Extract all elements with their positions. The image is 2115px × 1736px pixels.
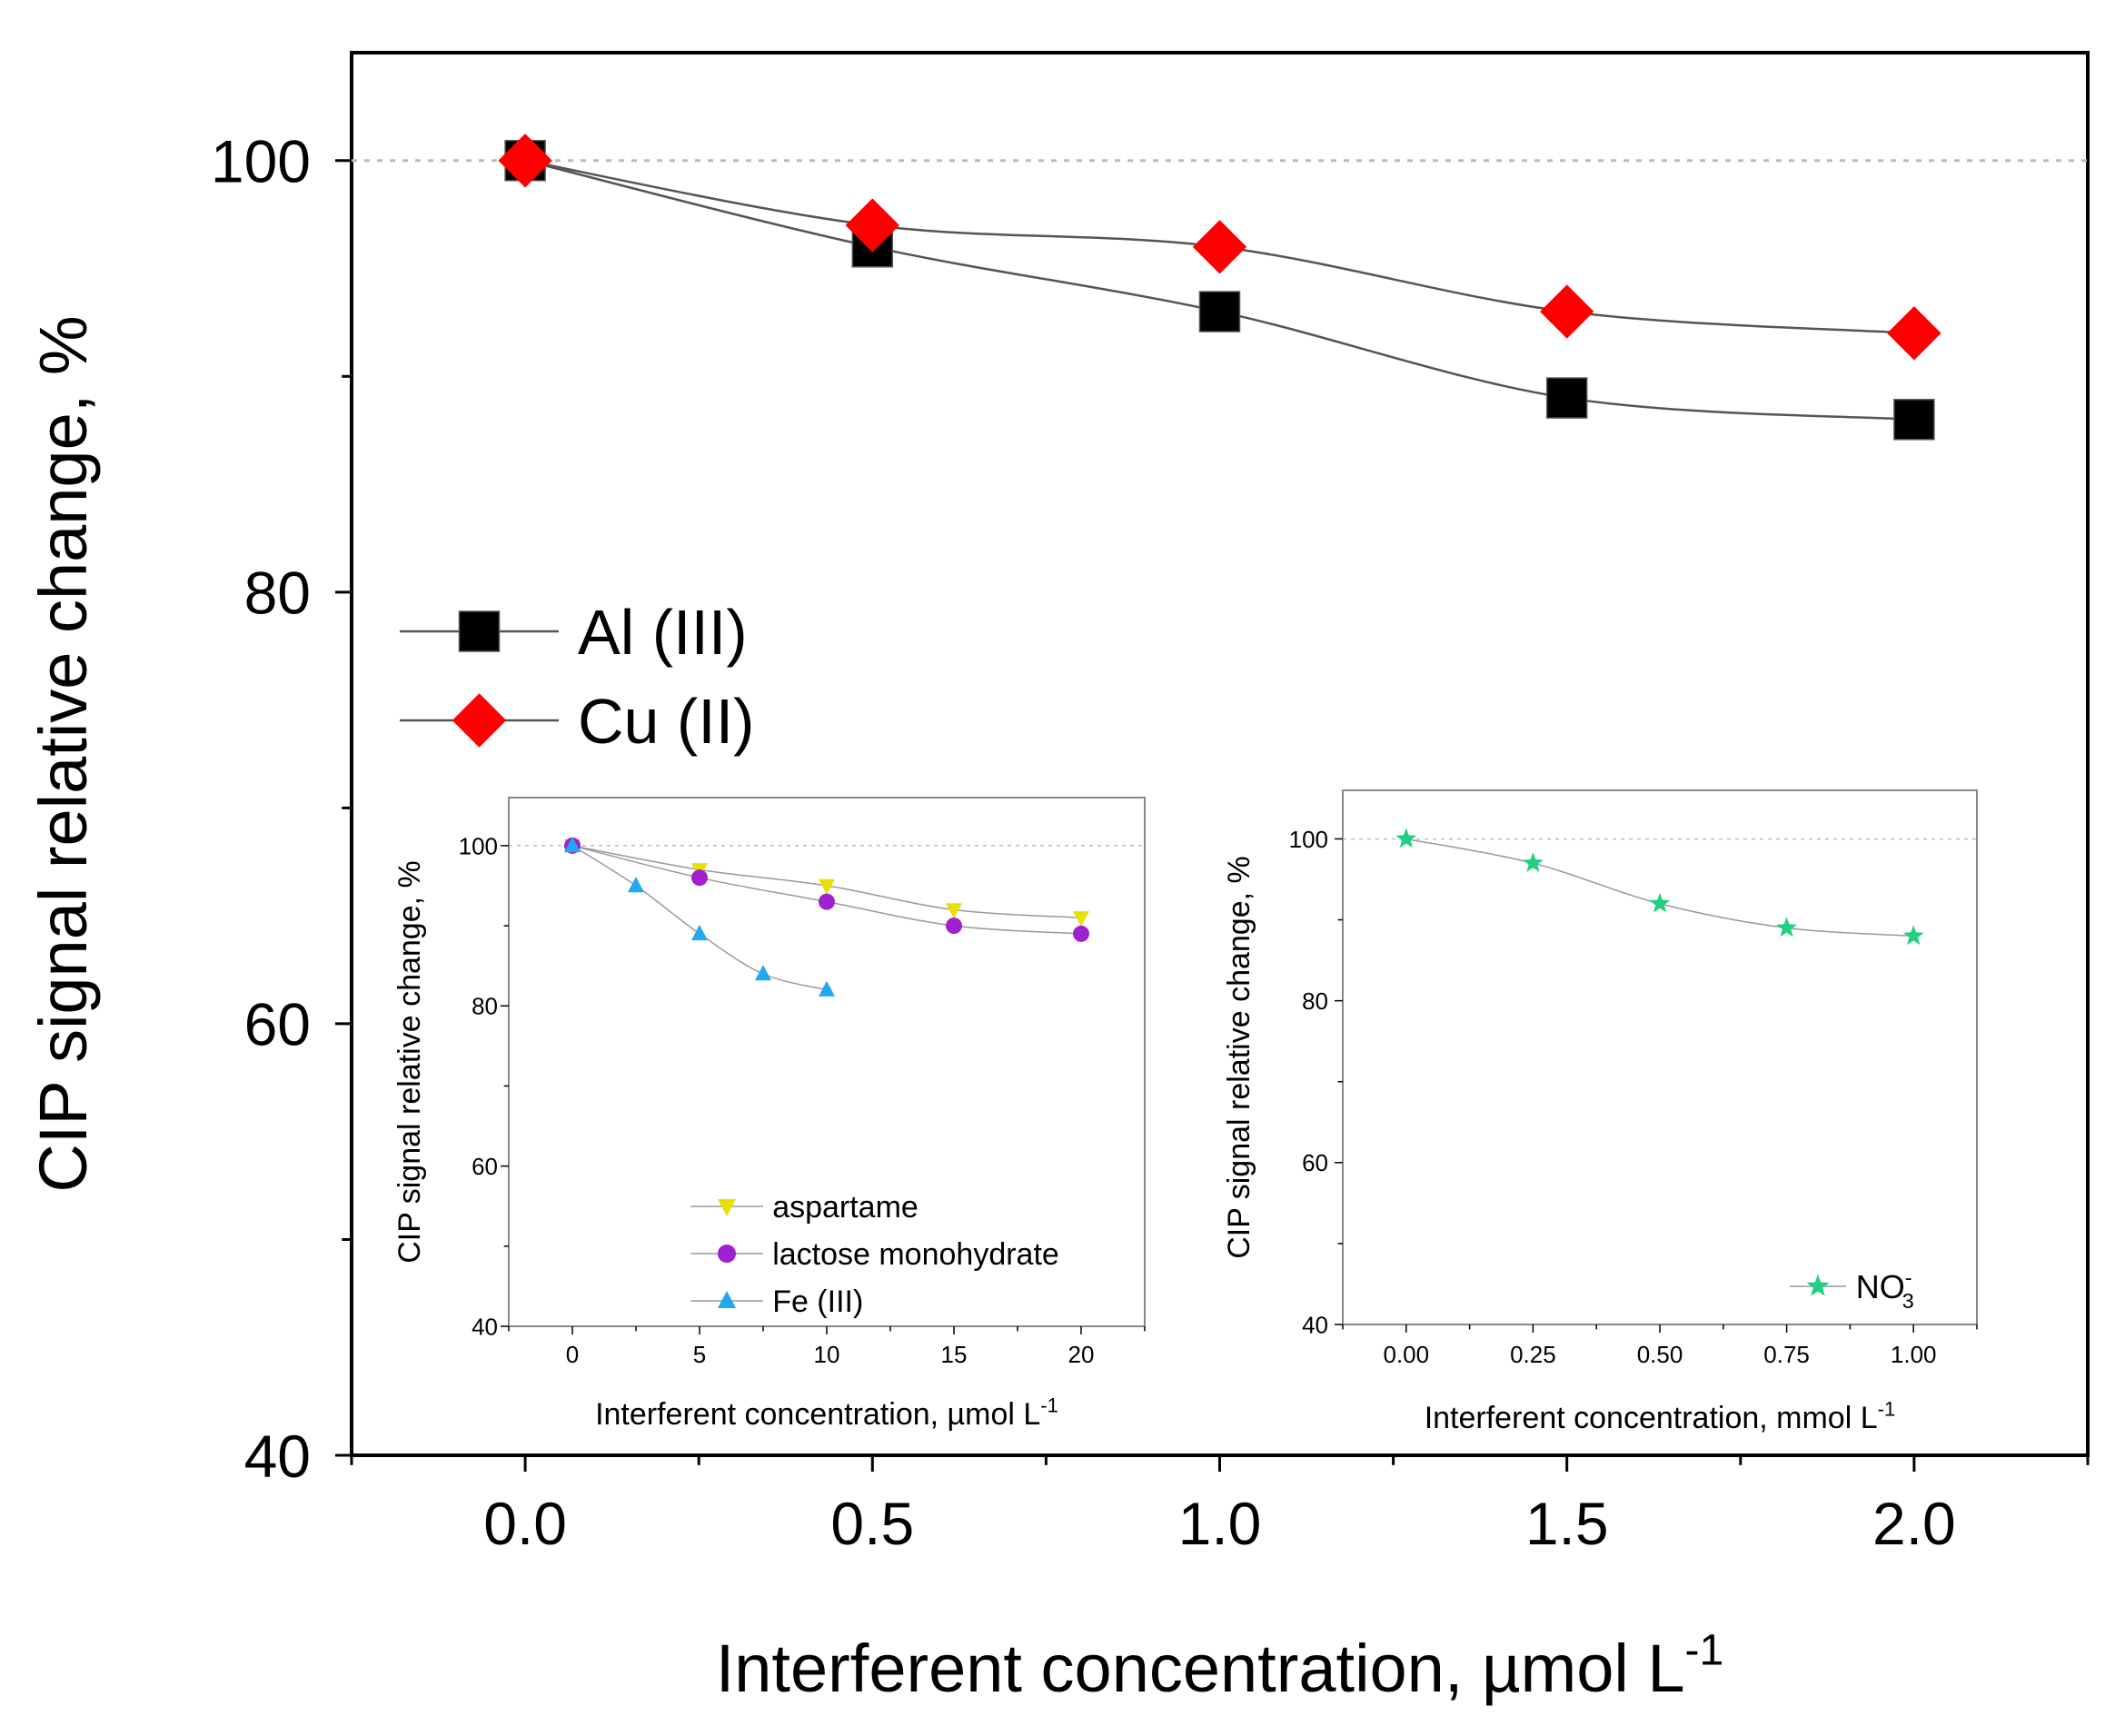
data-point — [1545, 377, 1588, 419]
legend-label-text: Cu (II) — [578, 686, 754, 757]
series-1 — [564, 837, 1089, 942]
legend-label-superscript: - — [1905, 1266, 1912, 1290]
x-axis-label: Interferent concentration, µmol L-1 — [716, 1625, 1724, 1706]
data-point — [946, 903, 962, 919]
y-axis-label: CIP signal relative change, % — [1222, 856, 1256, 1259]
data-point — [819, 893, 835, 910]
x-tick-label: 0.25 — [1510, 1341, 1556, 1368]
x-axis-label-superscript: -1 — [1685, 1625, 1724, 1674]
y-tick-label: 100 — [459, 832, 498, 859]
chart-panel-1: 0 5 10 15 20 40 60 80 100 CIP signal relative cha… — [392, 797, 1146, 1432]
legend-label: Fe (III) — [772, 1285, 863, 1319]
y-tick-label: 40 — [472, 1313, 498, 1340]
data-point — [755, 965, 771, 981]
x-axis-label-text: Interferent concentration, µmol L — [595, 1397, 1040, 1432]
x-tick-label: 1.00 — [1891, 1341, 1937, 1368]
legend-label: Al (III) — [578, 597, 748, 668]
y-axis-label: CIP signal relative change, % — [392, 860, 427, 1264]
data-point — [946, 918, 962, 935]
y-tick-label: 60 — [1302, 1149, 1328, 1176]
x-axis-label-text: Interferent concentration, mmol L — [1425, 1401, 1878, 1435]
legend-label-text: NO — [1856, 1268, 1905, 1305]
y-tick-label: 60 — [244, 991, 311, 1058]
legend-marker — [718, 1199, 736, 1216]
data-point — [691, 869, 708, 887]
data-point — [1649, 892, 1671, 913]
data-point — [1073, 911, 1089, 928]
x-axis-label-superscript: -1 — [1040, 1394, 1058, 1416]
y-tick-label: 80 — [1302, 987, 1328, 1015]
data-point — [1902, 925, 1924, 946]
series-0 — [1395, 828, 1924, 946]
data-point — [1192, 220, 1247, 274]
x-tick-label: 0.00 — [1383, 1341, 1429, 1368]
x-tick-label: 1.5 — [1525, 1490, 1609, 1557]
y-tick-label: 60 — [472, 1153, 498, 1180]
x-axis-label-text: Interferent concentration, µmol L — [716, 1631, 1685, 1706]
legend-label: lactose monohydrate — [772, 1237, 1059, 1272]
data-point — [1395, 828, 1417, 848]
legend-label-text: Fe (III) — [772, 1285, 863, 1319]
data-point — [1523, 852, 1544, 872]
x-tick-label: 5 — [693, 1341, 706, 1368]
legend-marker — [458, 610, 501, 652]
y-axis-label: CIP signal relative change, % — [25, 315, 101, 1192]
x-tick-label: 20 — [1068, 1341, 1095, 1368]
data-point — [1887, 306, 1941, 361]
legend-label-subscript: 3 — [1902, 1289, 1914, 1313]
series-1 — [498, 134, 1941, 361]
legend: aspartame lactose monohydrate Fe (III) — [690, 1190, 1059, 1319]
legend-label-text: aspartame — [772, 1190, 918, 1225]
data-point — [691, 925, 708, 941]
x-tick-label: 10 — [814, 1341, 840, 1368]
data-point — [1198, 291, 1241, 332]
series-2 — [564, 837, 835, 997]
legend-label-text: lactose monohydrate — [772, 1237, 1059, 1272]
data-point — [498, 134, 552, 188]
data-point — [564, 837, 581, 853]
x-tick-label: 15 — [941, 1341, 968, 1368]
data-point — [1540, 284, 1594, 339]
data-point — [845, 198, 899, 253]
x-tick-label: 0.75 — [1763, 1341, 1810, 1368]
x-tick-label: 0.0 — [483, 1490, 567, 1557]
data-point — [819, 878, 835, 895]
legend: NO-3 — [1790, 1266, 1914, 1313]
x-tick-label: 1.0 — [1178, 1490, 1262, 1557]
data-point — [1776, 917, 1797, 937]
data-point — [819, 980, 835, 997]
x-tick-label: 0 — [566, 1341, 579, 1368]
x-tick-label: 0.5 — [830, 1490, 914, 1557]
legend-marker — [452, 693, 507, 748]
x-axis-label: Interferent concentration, µmol L-1 — [595, 1394, 1058, 1432]
legend-marker — [1806, 1274, 1830, 1296]
y-tick-label: 40 — [1302, 1311, 1328, 1338]
y-tick-label: 40 — [244, 1423, 311, 1490]
legend-marker — [718, 1291, 736, 1308]
x-tick-label: 2.0 — [1872, 1490, 1956, 1557]
legend-label: Cu (II) — [578, 686, 754, 757]
legend: Al (III) Cu (II) — [400, 597, 754, 757]
y-tick-label: 80 — [472, 993, 498, 1020]
data-point — [628, 877, 644, 893]
x-tick-label: 0.50 — [1637, 1341, 1683, 1368]
y-tick-label: 80 — [244, 560, 311, 627]
x-axis-label-superscript: -1 — [1878, 1397, 1896, 1420]
y-tick-label: 100 — [211, 128, 311, 195]
plot-frame — [1342, 789, 1978, 1325]
legend-label-text: Al (III) — [578, 597, 748, 668]
data-point — [1073, 925, 1089, 942]
chart-panel-2: 0.00 0.25 0.50 0.75 1.00 40 60 80 100 CIP signal … — [1222, 789, 1978, 1435]
legend-label: aspartame — [772, 1190, 918, 1225]
legend-marker — [718, 1245, 736, 1263]
x-axis-label: Interferent concentration, mmol L-1 — [1425, 1397, 1896, 1435]
legend-label: NO-3 — [1856, 1266, 1914, 1313]
data-point — [1893, 399, 1935, 441]
y-tick-label: 100 — [1289, 826, 1328, 853]
